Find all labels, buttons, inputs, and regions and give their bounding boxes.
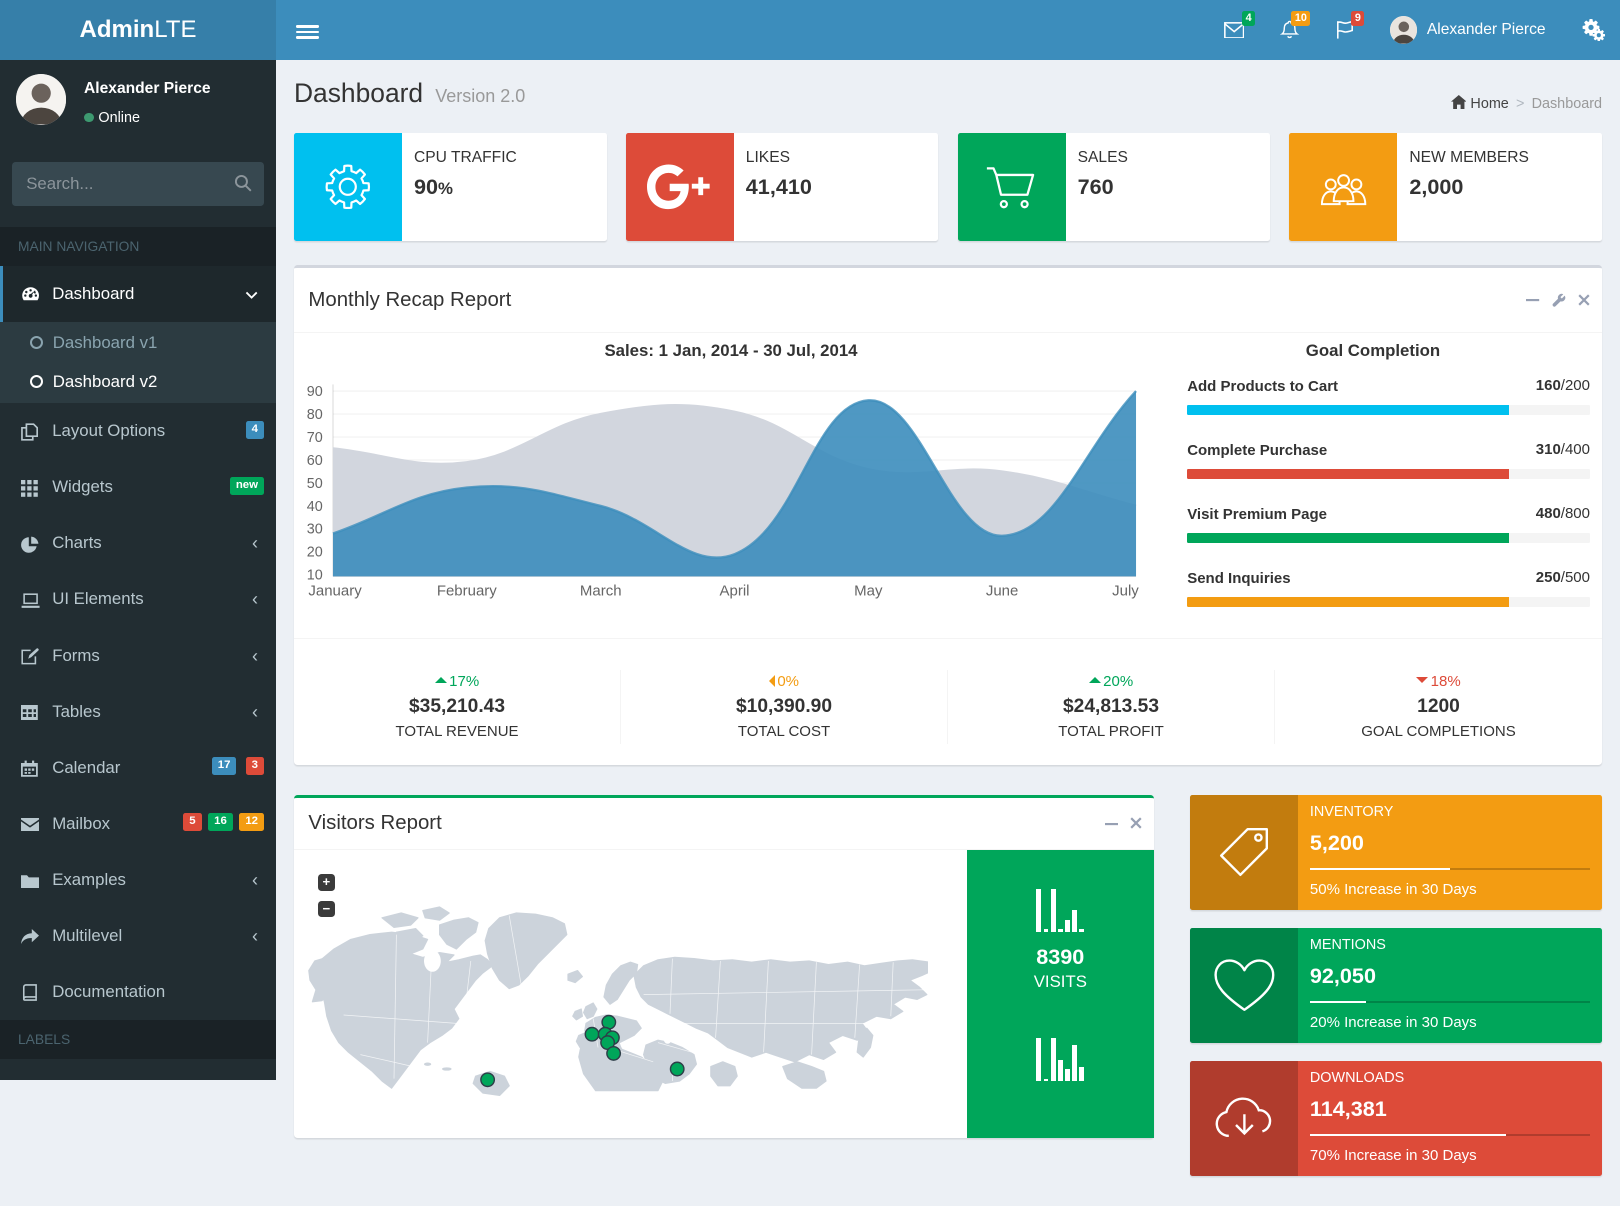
svg-text:40: 40 (307, 499, 323, 515)
svg-text:July: July (1112, 583, 1139, 600)
svg-text:80: 80 (307, 407, 323, 423)
svg-text:60: 60 (307, 453, 323, 469)
svg-text:January: January (308, 583, 362, 600)
svg-text:May: May (854, 583, 883, 600)
svg-text:March: March (580, 583, 622, 600)
svg-text:June: June (986, 583, 1019, 600)
svg-text:20: 20 (307, 545, 323, 561)
svg-text:30: 30 (307, 522, 323, 538)
svg-text:April: April (720, 583, 750, 600)
svg-text:50: 50 (307, 476, 323, 492)
svg-text:10: 10 (307, 568, 323, 584)
svg-text:90: 90 (307, 384, 323, 400)
svg-text:February: February (437, 583, 497, 600)
svg-text:70: 70 (307, 430, 323, 446)
